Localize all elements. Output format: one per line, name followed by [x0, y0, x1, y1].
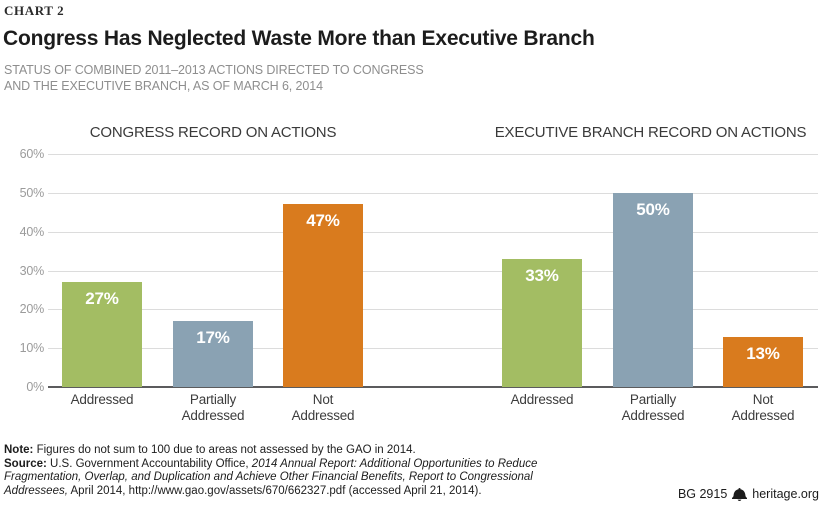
- y-tick-label-20: 20%: [19, 302, 45, 317]
- source-line: Source: U.S. Government Accountability O…: [4, 458, 582, 499]
- category-label-not-addressed: Not Addressed: [731, 392, 795, 423]
- gridline-50: [48, 192, 818, 194]
- bar-partially-addressed-group-1: 50%: [613, 192, 693, 387]
- y-tick-label-40: 40%: [19, 224, 45, 239]
- liberty-bell-icon: [732, 487, 748, 501]
- source-post: April 2014, http://www.gao.gov/assets/67…: [67, 484, 482, 497]
- credit-site: heritage.org: [752, 487, 819, 501]
- y-tick-label-50: 50%: [19, 185, 45, 200]
- source-pre: U.S. Government Accountability Office,: [46, 457, 252, 470]
- credit-line: BG 2915 heritage.org: [678, 487, 819, 501]
- bar-value-label: 33%: [525, 265, 559, 285]
- footer-notes: Note: Figures do not sum to 100 due to a…: [4, 444, 582, 498]
- bar-value-label: 50%: [636, 199, 670, 219]
- chart-subtitle: STATUS OF COMBINED 2011–2013 ACTIONS DIR…: [4, 63, 424, 93]
- category-label-partially-addressed: Partially Addressed: [181, 392, 245, 423]
- bar-value-label: 47%: [306, 211, 340, 231]
- y-tick-label-10: 10%: [19, 341, 45, 356]
- y-tick-label-30: 30%: [19, 263, 45, 278]
- note-line: Note: Figures do not sum to 100 due to a…: [4, 444, 582, 458]
- gridline-20: [48, 309, 818, 311]
- bar-partially-addressed-group-0: 17%: [173, 320, 253, 387]
- gridline-40: [48, 231, 818, 233]
- category-label-addressed: Addressed: [70, 392, 134, 407]
- credit-id: BG 2915: [677, 487, 728, 501]
- bar-chart-plot-area: 0% 10% 20% 30% 40% 50% 60% 27% Addressed 17% Parti…: [19, 147, 818, 423]
- gridline-30: [48, 270, 818, 272]
- gridline-60: [48, 154, 818, 155]
- chart-number-eyebrow: CHART 2: [4, 3, 65, 18]
- source-label: Source:: [4, 457, 47, 470]
- category-label-not-addressed: Not Addressed: [291, 392, 355, 423]
- bar-value-label: 13%: [746, 343, 780, 363]
- group-title-executive: EXECUTIVE BRANCH RECORD ON ACTIONS: [494, 124, 807, 141]
- y-tick-label-0: 0%: [26, 380, 44, 394]
- category-label-addressed: Addressed: [510, 392, 574, 407]
- bar-not-addressed-group-1: 13%: [723, 336, 803, 387]
- note-text: Figures do not sum to 100 due to areas n…: [33, 444, 416, 456]
- group-title-congress: CONGRESS RECORD ON ACTIONS: [89, 124, 337, 141]
- bar-not-addressed-group-0: 47%: [283, 204, 363, 387]
- x-axis-line: [48, 386, 818, 388]
- note-label: Note:: [4, 444, 34, 456]
- source-title-italic: 2014 Annual Report: Additional Opportuni…: [4, 457, 538, 497]
- y-tick-label-60: 60%: [19, 147, 45, 161]
- bar-value-label: 17%: [196, 327, 230, 347]
- category-label-partially-addressed: Partially Addressed: [621, 392, 685, 423]
- bar-value-label: 27%: [85, 289, 119, 309]
- page-title: Congress Has Neglected Waste More than E…: [3, 27, 595, 50]
- bar-addressed-group-0: 27%: [62, 282, 142, 387]
- gridline-10: [48, 348, 818, 350]
- bar-addressed-group-1: 33%: [502, 258, 582, 387]
